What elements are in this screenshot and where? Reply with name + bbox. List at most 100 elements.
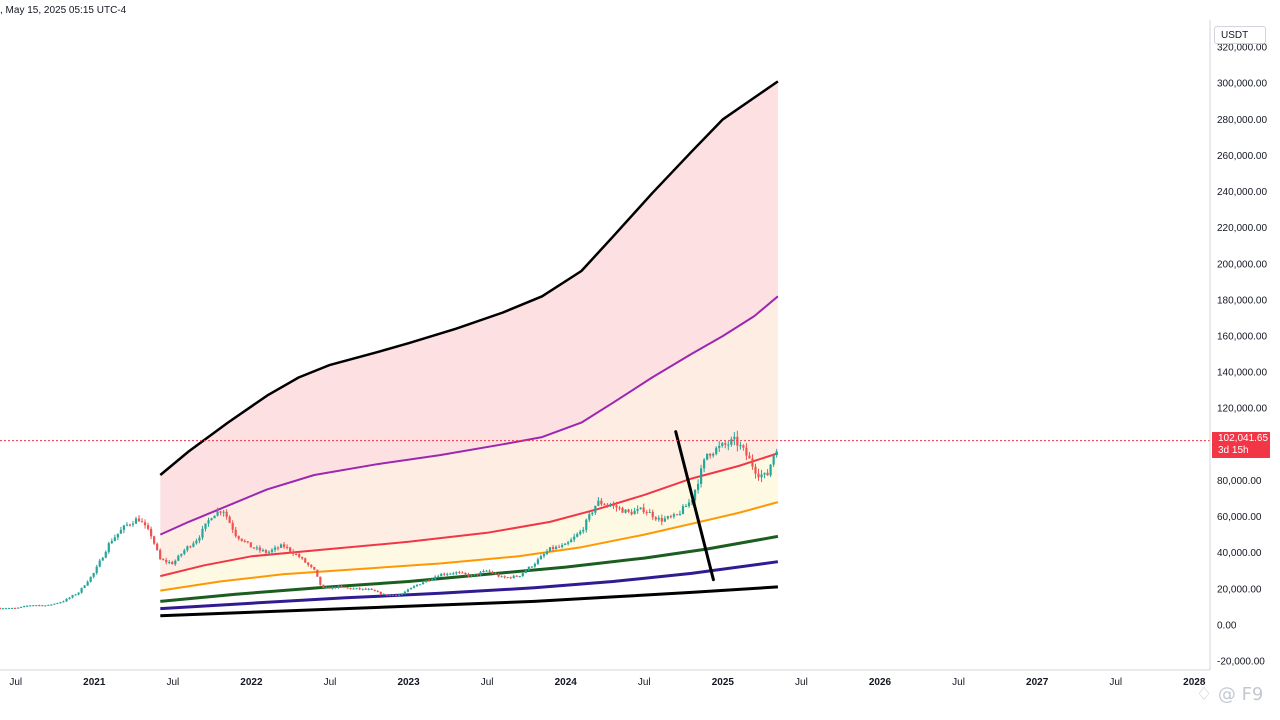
candle-body	[279, 544, 283, 548]
candle-body	[739, 445, 742, 447]
candle-body	[358, 588, 361, 590]
candle-body	[775, 451, 778, 456]
time-tick-label: 2023	[397, 677, 420, 688]
candle-body	[772, 455, 775, 465]
candle-body	[128, 524, 132, 526]
candle-body	[464, 572, 467, 575]
trendline-drawing[interactable]	[674, 430, 715, 582]
candle-body	[201, 528, 204, 538]
candle-body	[234, 529, 237, 537]
candle-body	[406, 589, 410, 592]
candle-body	[431, 578, 434, 581]
drawn-trendline[interactable]	[674, 430, 715, 582]
candle-body	[428, 580, 431, 582]
candle-body	[446, 574, 449, 576]
candle-body	[491, 571, 494, 574]
candle-body	[162, 559, 165, 561]
candle-body	[304, 558, 307, 563]
candle-body	[666, 516, 669, 519]
candle-body	[189, 546, 192, 548]
bar-countdown: 3d 15h	[1218, 445, 1249, 456]
candle-body	[213, 515, 216, 519]
candle-body	[204, 523, 207, 529]
candle-body	[482, 570, 485, 573]
candle-body	[736, 436, 739, 446]
candle-body	[210, 518, 213, 521]
price-tick-label: 280,000.00	[1217, 115, 1267, 126]
candle-body	[642, 507, 645, 513]
candle-body	[412, 586, 416, 588]
candle-body	[86, 581, 89, 586]
candle-body	[171, 562, 174, 565]
candle-body	[654, 517, 657, 520]
candle-body	[696, 483, 700, 490]
candle-body	[62, 601, 65, 603]
candle-body	[548, 547, 552, 552]
price-axis[interactable]: 320,000.00 300,000.00 280,000.00 260,000.00…	[1217, 43, 1267, 668]
candle-body	[672, 514, 676, 517]
candle-body	[80, 587, 83, 593]
price-candles	[0, 430, 778, 610]
candle-body	[621, 507, 624, 513]
candle-body	[379, 591, 382, 595]
candle-body	[663, 518, 666, 522]
candle-body	[485, 570, 488, 572]
price-tick-label: 0.00	[1217, 620, 1237, 631]
candle-body	[579, 531, 582, 535]
price-tick-label: 40,000.00	[1217, 548, 1262, 559]
candle-body	[292, 551, 295, 554]
candle-body	[174, 560, 177, 565]
candle-body	[627, 509, 630, 512]
candle-body	[509, 577, 512, 579]
currency-selector[interactable]: USDT	[1214, 26, 1266, 44]
candle-body	[681, 506, 685, 514]
candle-body	[322, 584, 325, 588]
candle-body	[660, 517, 663, 522]
candle-body	[50, 604, 53, 606]
time-axis[interactable]: Jul 2021 Jul 2022 Jul 2023 Jul 2024 Jul 2025 Jul 20…	[9, 677, 1206, 688]
candle-body	[349, 587, 352, 589]
candle-body	[467, 574, 470, 577]
price-tick-label: 300,000.00	[1217, 79, 1267, 90]
candle-body	[41, 605, 44, 607]
candle-body	[615, 505, 618, 508]
candle-body	[461, 572, 464, 574]
candle-body	[394, 594, 397, 596]
candle-body	[240, 538, 243, 541]
candle-body	[337, 586, 340, 588]
candle-body	[497, 574, 500, 577]
candle-body	[585, 519, 588, 530]
candle-body	[564, 543, 567, 546]
candle-body	[343, 586, 346, 588]
candle-body	[110, 541, 113, 544]
candle-body	[261, 550, 265, 552]
candle-body	[588, 514, 591, 520]
chart-header-datetime: , May 15, 2025 05:15 UTC-4	[0, 5, 127, 16]
candle-body	[346, 587, 349, 589]
candle-body	[539, 556, 543, 560]
candle-body	[207, 520, 210, 524]
candle-body	[32, 605, 35, 607]
candle-body	[536, 559, 540, 564]
price-tick-label: 120,000.00	[1217, 404, 1267, 415]
candle-body	[657, 517, 660, 520]
candle-body	[367, 588, 370, 590]
candle-body	[397, 594, 401, 596]
price-tick-label: -20,000.00	[1217, 656, 1265, 667]
candle-body	[186, 546, 189, 551]
candle-body	[77, 592, 80, 595]
candle-body	[307, 562, 310, 565]
last-price-value: 102,041.65	[1218, 433, 1269, 444]
candle-body	[576, 534, 579, 537]
price-tick-label: 180,000.00	[1217, 295, 1267, 306]
price-tick-label: 60,000.00	[1217, 512, 1262, 523]
candle-body	[195, 540, 198, 544]
candle-body	[745, 447, 748, 456]
candle-body	[699, 468, 703, 484]
candle-body	[651, 511, 654, 518]
candle-body	[264, 550, 268, 553]
candle-body	[116, 533, 119, 538]
candle-body	[47, 604, 50, 606]
candle-body	[68, 597, 71, 599]
